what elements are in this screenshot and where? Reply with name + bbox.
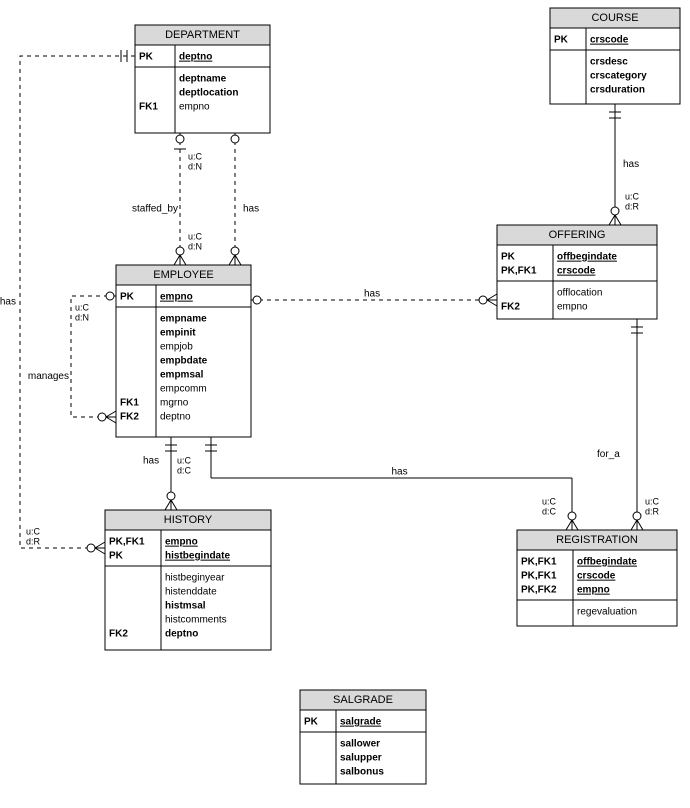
svg-text:empno: empno	[557, 302, 588, 313]
svg-text:u:C: u:C	[625, 191, 640, 201]
svg-text:OFFERING: OFFERING	[549, 229, 606, 241]
svg-text:has: has	[364, 289, 380, 300]
svg-text:deptno: deptno	[179, 52, 212, 63]
svg-text:crscode: crscode	[590, 35, 629, 46]
svg-text:for_a: for_a	[597, 449, 620, 460]
svg-text:staffed_by: staffed_by	[132, 204, 178, 215]
svg-text:PK: PK	[120, 292, 135, 303]
svg-text:PK,FK2: PK,FK2	[521, 585, 557, 596]
svg-text:u:C: u:C	[188, 151, 203, 161]
svg-text:crsdesc: crsdesc	[590, 57, 628, 68]
svg-text:histmsal: histmsal	[165, 601, 206, 612]
svg-text:FK2: FK2	[109, 629, 128, 640]
rel-course-has: has	[623, 159, 639, 170]
svg-text:PK,FK1: PK,FK1	[109, 537, 145, 548]
svg-text:d:N: d:N	[188, 161, 202, 171]
svg-text:deptname: deptname	[179, 74, 227, 85]
svg-text:crscategory: crscategory	[590, 71, 647, 82]
svg-text:PK: PK	[139, 52, 154, 63]
svg-text:FK2: FK2	[501, 302, 520, 313]
svg-text:u:C: u:C	[177, 455, 192, 465]
svg-text:d:N: d:N	[75, 312, 89, 322]
svg-text:has: has	[243, 204, 259, 215]
svg-text:SALGRADE: SALGRADE	[333, 694, 393, 706]
svg-text:offbegindate: offbegindate	[577, 557, 637, 568]
svg-text:FK2: FK2	[120, 412, 139, 423]
svg-text:sallower: sallower	[340, 739, 380, 750]
er-diagram: DEPARTMENT PK deptno deptname deptlocation FK…	[0, 0, 690, 808]
svg-text:mgrno: mgrno	[160, 398, 189, 409]
svg-text:empcomm: empcomm	[160, 384, 207, 395]
svg-text:empno: empno	[577, 585, 610, 596]
svg-text:PK,FK1: PK,FK1	[501, 266, 537, 277]
svg-text:empbdate: empbdate	[160, 356, 208, 367]
svg-text:u:C: u:C	[75, 302, 90, 312]
svg-text:manages: manages	[28, 371, 69, 382]
svg-text:d:N: d:N	[188, 241, 202, 251]
svg-text:histbeginyear: histbeginyear	[165, 573, 225, 584]
svg-text:salbonus: salbonus	[340, 767, 384, 778]
svg-text:FK1: FK1	[139, 102, 158, 113]
svg-text:regevaluation: regevaluation	[577, 607, 637, 618]
svg-text:deptno: deptno	[165, 629, 198, 640]
svg-text:histcomments: histcomments	[165, 615, 227, 626]
svg-text:PK,FK1: PK,FK1	[521, 571, 557, 582]
svg-text:HISTORY: HISTORY	[164, 514, 213, 526]
svg-text:PK: PK	[501, 252, 516, 263]
svg-text:COURSE: COURSE	[591, 12, 638, 24]
svg-text:offbegindate: offbegindate	[557, 252, 617, 263]
svg-text:offlocation: offlocation	[557, 288, 602, 299]
svg-text:histenddate: histenddate	[165, 587, 217, 598]
svg-text:empno: empno	[165, 537, 198, 548]
svg-text:d:R: d:R	[645, 506, 660, 516]
svg-text:d:C: d:C	[177, 465, 192, 475]
svg-text:d:R: d:R	[625, 201, 640, 211]
svg-text:deptlocation: deptlocation	[179, 88, 238, 99]
svg-text:empname: empname	[160, 314, 207, 325]
svg-text:has: has	[0, 297, 16, 308]
svg-text:u:C: u:C	[645, 496, 660, 506]
svg-text:EMPLOYEE: EMPLOYEE	[153, 269, 214, 281]
svg-text:histbegindate: histbegindate	[165, 551, 230, 562]
svg-text:empno: empno	[179, 102, 210, 113]
svg-text:FK1: FK1	[120, 398, 139, 409]
svg-text:crsduration: crsduration	[590, 85, 645, 96]
svg-text:PK,FK1: PK,FK1	[521, 557, 557, 568]
svg-text:has: has	[392, 467, 408, 478]
svg-text:u:C: u:C	[188, 231, 203, 241]
svg-text:empinit: empinit	[160, 328, 196, 339]
svg-text:salupper: salupper	[340, 753, 382, 764]
svg-text:crscode: crscode	[577, 571, 616, 582]
svg-text:DEPARTMENT: DEPARTMENT	[165, 29, 240, 41]
svg-text:crscode: crscode	[557, 266, 596, 277]
svg-text:has: has	[143, 456, 159, 467]
svg-text:PK: PK	[554, 35, 569, 46]
svg-text:d:R: d:R	[26, 536, 41, 546]
svg-text:empjob: empjob	[160, 342, 193, 353]
svg-text:PK: PK	[304, 717, 319, 728]
svg-text:deptno: deptno	[160, 412, 191, 423]
svg-text:salgrade: salgrade	[340, 717, 382, 728]
svg-text:PK: PK	[109, 551, 124, 562]
svg-text:REGISTRATION: REGISTRATION	[556, 534, 638, 546]
svg-text:empno: empno	[160, 292, 193, 303]
svg-text:d:C: d:C	[542, 506, 557, 516]
svg-text:u:C: u:C	[26, 526, 41, 536]
svg-text:u:C: u:C	[542, 496, 557, 506]
svg-text:empmsal: empmsal	[160, 370, 204, 381]
